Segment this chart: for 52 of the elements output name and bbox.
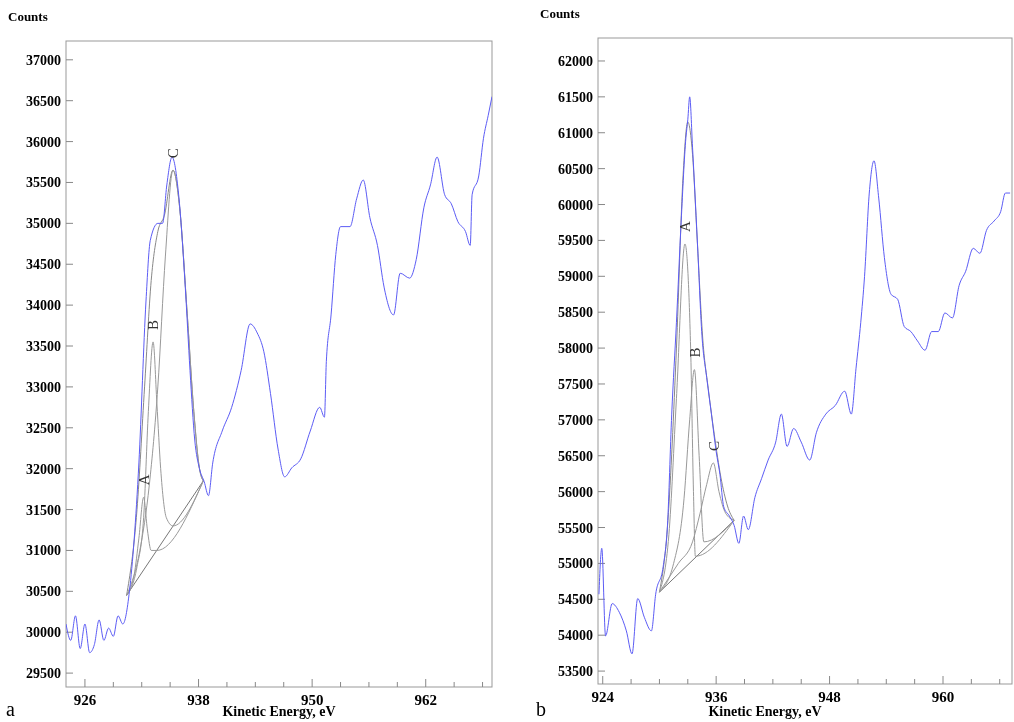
y-tick-label: 34000 [26,298,61,314]
y-tick-label: 57500 [558,376,593,392]
y-axis-title: Counts [540,6,580,21]
y-tick-label: 55500 [558,520,593,536]
x-tick-label: 962 [414,692,437,708]
y-tick-label: 31500 [26,502,61,518]
y-tick-label: 34500 [26,257,61,273]
y-tick-label: 32000 [26,461,61,477]
x-tick-label: 924 [591,689,615,705]
y-tick-label: 32500 [26,420,61,436]
y-tick-label: 56000 [558,484,593,500]
annotation: B [145,319,162,330]
x-tick-label: 938 [187,692,210,708]
y-tick-label: 56500 [558,448,593,464]
y-tick-label: 59500 [558,233,593,249]
y-tick-label: 58000 [558,341,593,357]
text: a [6,698,15,720]
y-tick-label: 36000 [26,134,61,150]
y-tick-label: 60500 [558,161,593,177]
y-tick-label: 35000 [26,216,61,232]
x-axis-title: Kinetic Energy, eV [708,704,822,719]
x-tick-label: 948 [818,689,841,705]
y-tick-label: 59000 [558,269,593,285]
y-tick-label: 60000 [558,197,593,213]
y-tick-label: 57000 [558,412,593,428]
y-tick-label: 29500 [26,666,61,682]
y-tick-label: 54500 [558,592,593,608]
y-tick-label: 62000 [558,53,593,69]
y-tick-label: 54000 [558,628,593,644]
annotation: C [165,148,182,159]
y-tick-label: 36500 [26,93,61,109]
y-tick-label: 33500 [26,339,61,355]
y-tick-label: 53500 [558,664,593,680]
x-tick-label: 936 [704,689,728,705]
text: b [536,698,546,720]
y-tick-label: 61000 [558,125,593,141]
y-tick-label: 55000 [558,556,593,572]
y-tick-label: 58500 [558,305,593,321]
y-tick-label: 37000 [26,52,61,68]
x-tick-label: 960 [931,689,955,705]
annotation: C [705,440,722,451]
y-tick-label: 30500 [26,584,61,600]
y-axis-title: Counts [8,9,48,24]
x-tick-label: 926 [73,692,97,708]
annotation: B [686,347,703,358]
annotation: A [677,221,694,232]
y-tick-label: 31000 [26,543,61,559]
y-tick-label: 30000 [26,625,61,641]
y-tick-label: 61500 [558,89,593,105]
y-tick-label: 33000 [26,379,61,395]
y-tick-label: 35500 [26,175,61,191]
annotation: A [135,474,152,486]
